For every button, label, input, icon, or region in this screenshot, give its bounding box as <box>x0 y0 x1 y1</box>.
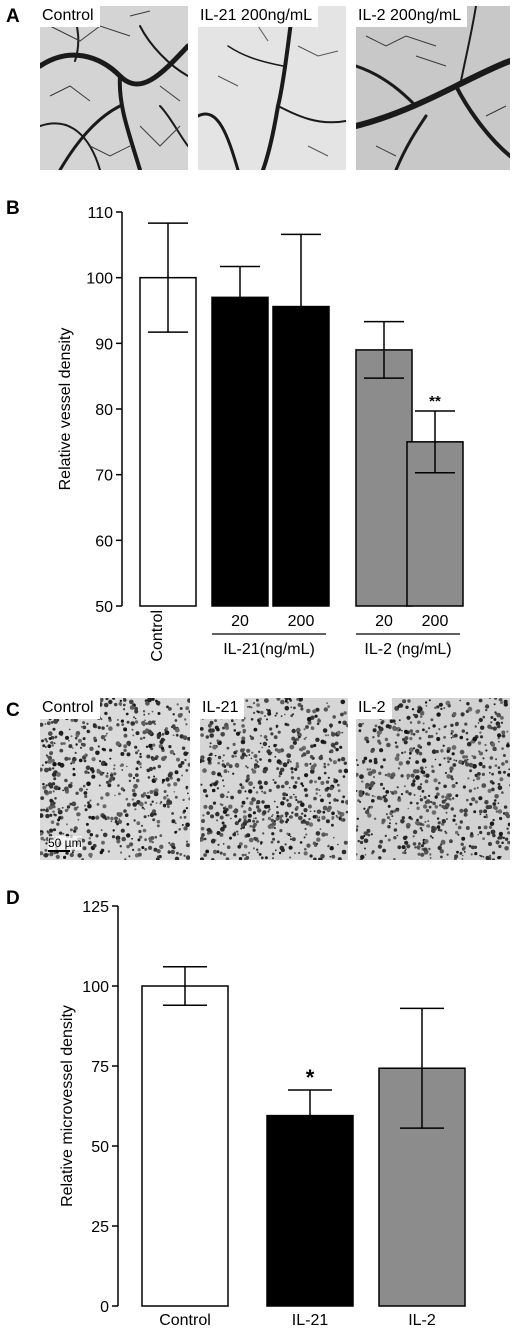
photo-label: IL-21 200ng/mL <box>198 6 319 27</box>
photo-label: Control <box>40 6 100 27</box>
x-tick-label: 20 <box>375 613 393 630</box>
cam-photo-il2: IL-2 200ng/mL <box>356 6 510 170</box>
y-tick-label: 60 <box>95 533 113 550</box>
photo-label: IL-2 <box>356 698 392 719</box>
vessel-image <box>40 6 188 170</box>
y-axis-label: Relative microvessel density <box>59 1005 76 1207</box>
y-tick-label: 80 <box>95 402 113 419</box>
cam-photo-il21: IL-21 200ng/mL <box>198 6 346 170</box>
bar <box>211 296 269 607</box>
x-tick-label: Control <box>159 1312 211 1329</box>
x-tick-label: IL-2 <box>408 1312 436 1329</box>
y-tick-label: 50 <box>91 1139 109 1156</box>
group-label: IL-21(ng/mL) <box>223 641 315 658</box>
chart-vessel-density: 50 60 70 80 90 100 110 Relative vessel density *… <box>57 205 464 662</box>
vessel-image <box>198 6 346 170</box>
y-tick-label: 90 <box>95 336 113 353</box>
y-tick-label: 70 <box>95 468 113 485</box>
bar <box>272 305 330 607</box>
panel-c-letter: C <box>6 700 20 721</box>
y-tick-label: 110 <box>87 205 113 222</box>
x-tick-label: 200 <box>288 613 315 630</box>
panel-d-letter: D <box>6 888 20 909</box>
significance-marker: * <box>306 1065 315 1090</box>
panel-a-letter: A <box>6 6 20 27</box>
y-tick-label: 0 <box>100 1299 109 1316</box>
x-tick-label: 20 <box>231 613 249 630</box>
histology-photo-control: Control 50 µm <box>40 698 190 860</box>
x-tick-label: IL-21 <box>292 1312 329 1329</box>
panel-b-letter: B <box>6 198 20 219</box>
y-tick-label: 100 <box>86 271 113 288</box>
y-tick-label: 50 <box>95 599 113 616</box>
photo-label: IL-21 <box>200 698 245 719</box>
histology-photo-il2: IL-2 <box>356 698 510 860</box>
photo-label: Control <box>40 698 100 719</box>
histology-photo-il21: IL-21 <box>200 698 348 860</box>
scale-bar <box>48 850 70 852</box>
y-tick-label: 75 <box>91 1059 109 1076</box>
tissue-image <box>356 698 510 860</box>
tissue-image <box>40 698 190 860</box>
x-tick-label: 200 <box>422 613 449 630</box>
chart-microvessel-density: 0 25 50 75 100 125 Relative microvessel densit… <box>59 899 466 1329</box>
y-axis-label: Relative vessel density <box>57 328 74 491</box>
tissue-image <box>200 698 348 860</box>
y-tick-label: 100 <box>82 979 109 996</box>
photo-label: IL-2 200ng/mL <box>356 6 468 27</box>
y-tick-label: 125 <box>82 899 109 916</box>
y-tick-label: 25 <box>91 1219 109 1236</box>
group-label: IL-2 (ng/mL) <box>364 641 451 658</box>
bar <box>355 349 413 607</box>
cam-photo-control: Control <box>40 6 188 170</box>
vessel-image <box>356 6 510 170</box>
significance-marker: ** <box>429 393 441 410</box>
scale-bar-label: 50 µm <box>48 836 82 850</box>
bar <box>266 1114 354 1307</box>
bar <box>141 985 229 1307</box>
x-tick-label: Control <box>149 610 166 662</box>
